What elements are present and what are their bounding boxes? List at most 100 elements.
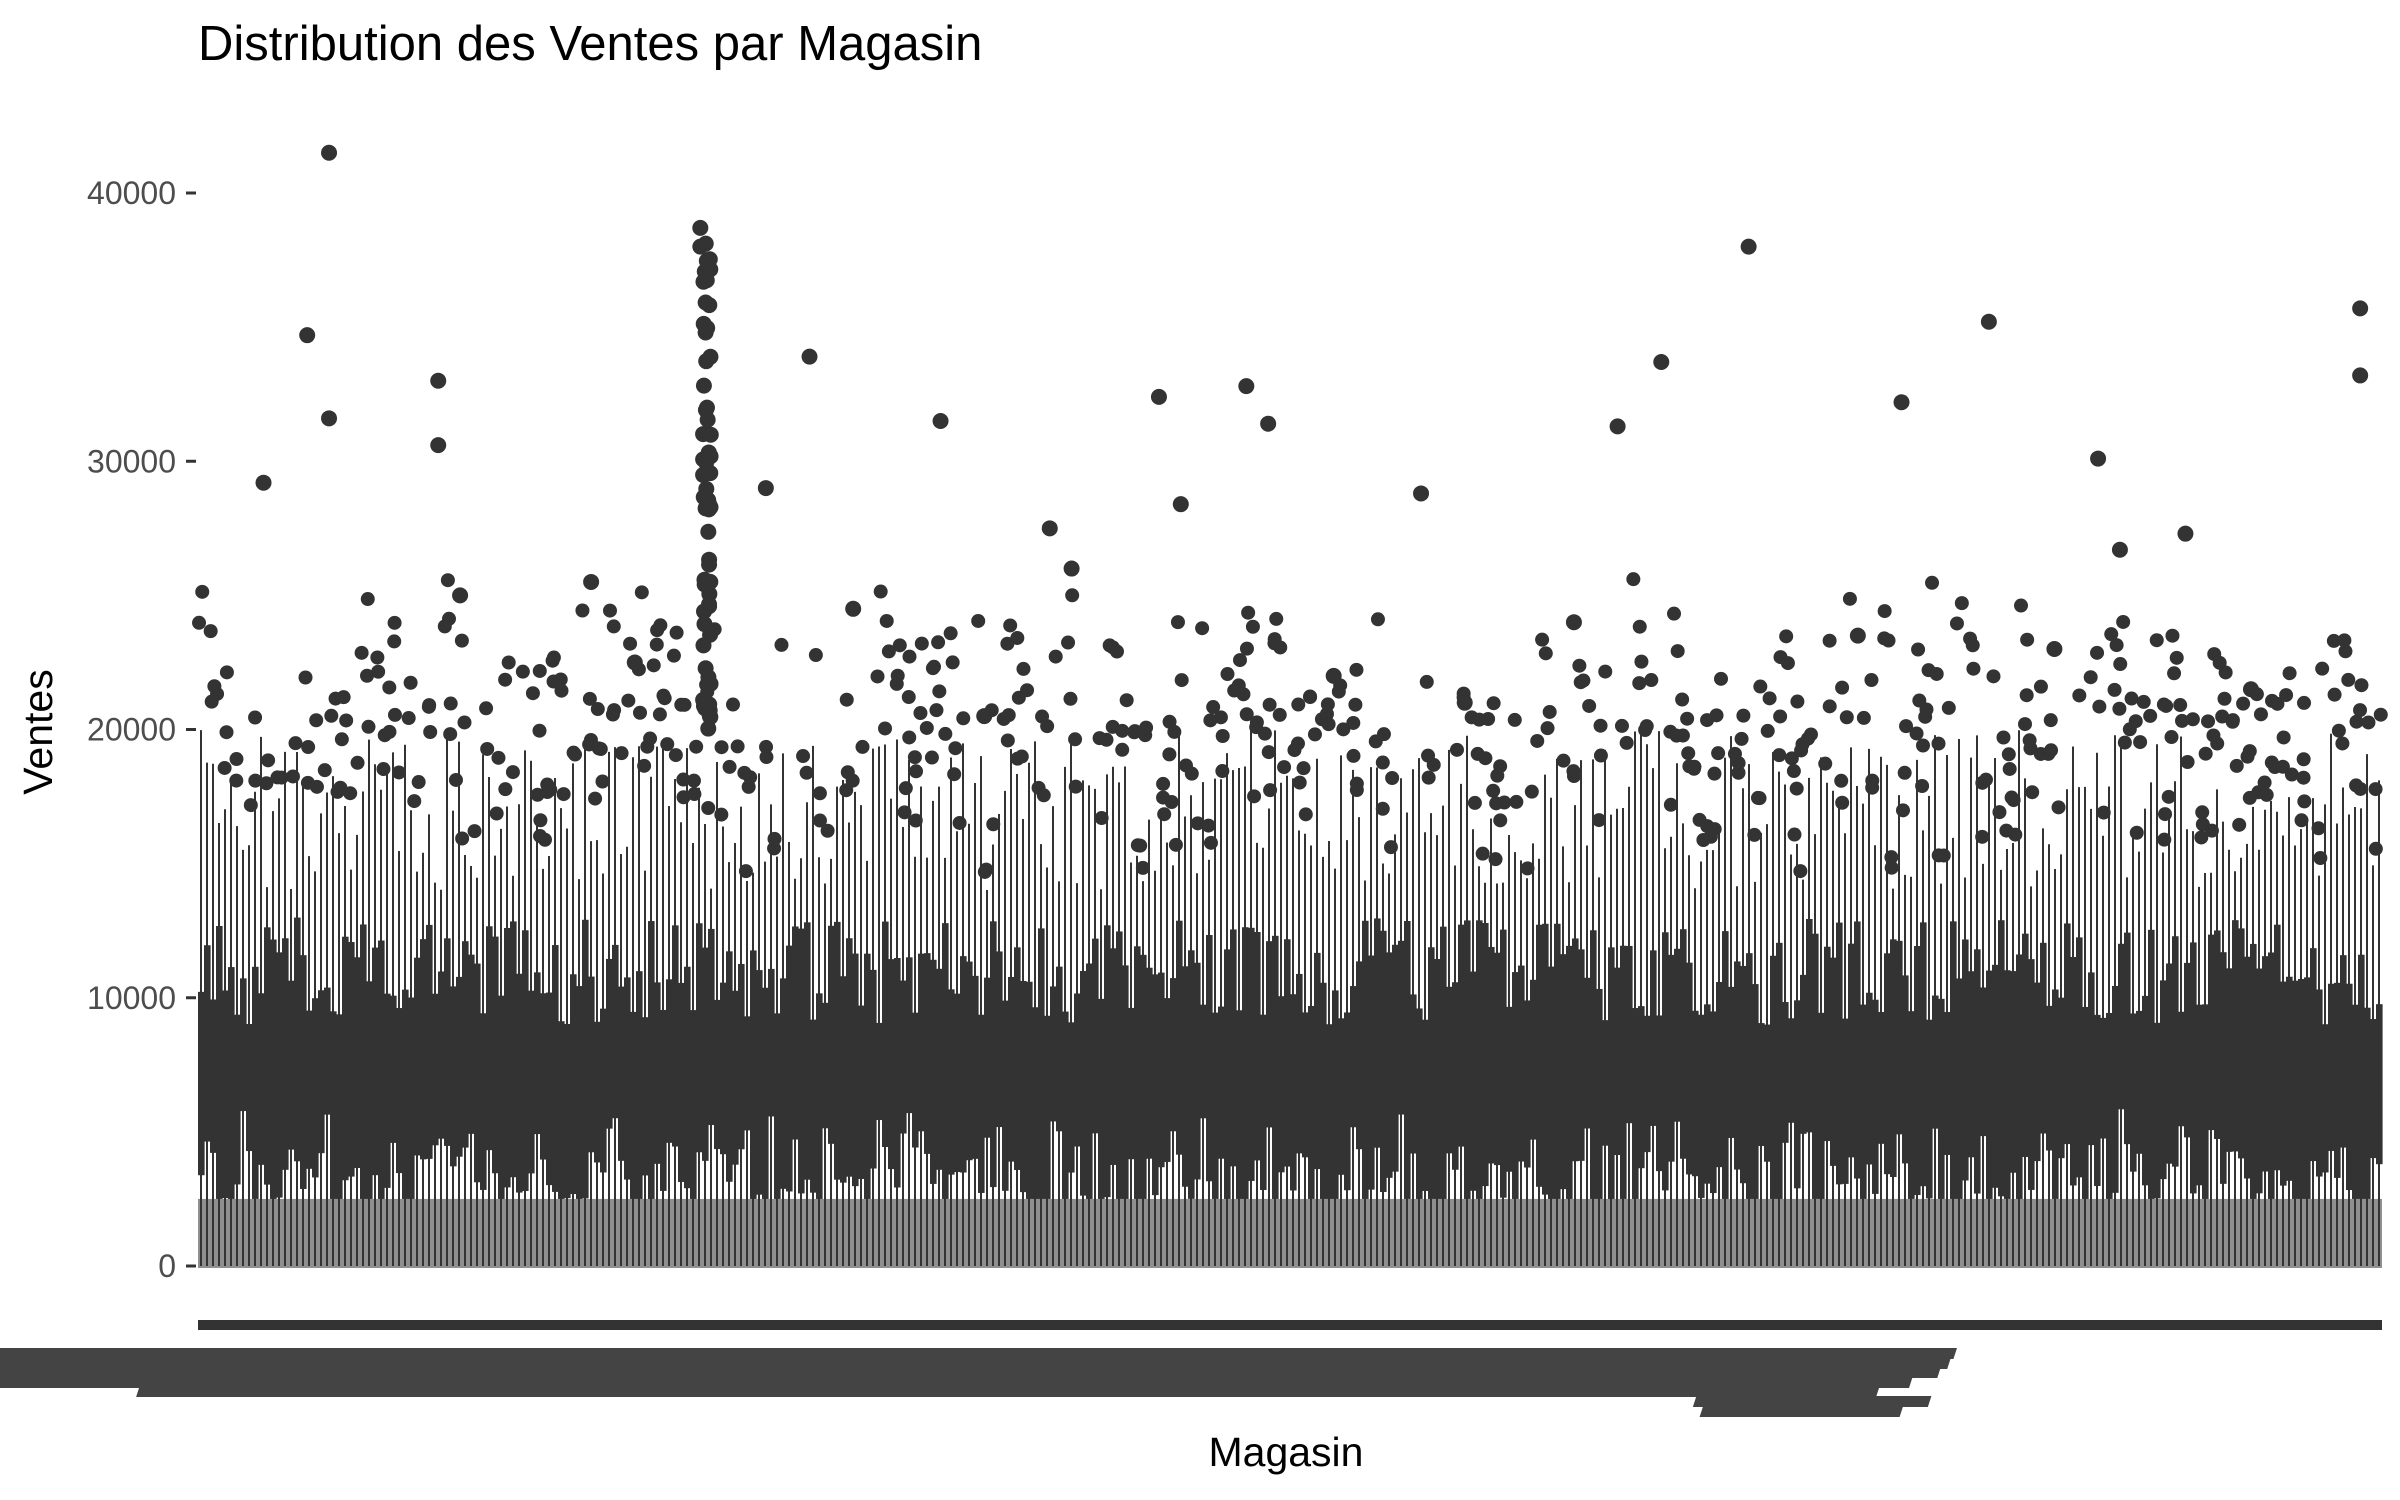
chart-title: Distribution des Ventes par Magasin	[198, 17, 982, 71]
box-116	[894, 958, 901, 1188]
outlier-26-0	[350, 755, 365, 770]
box-106	[834, 921, 841, 1180]
outlier-65-0	[582, 691, 597, 706]
box-259	[1752, 984, 1759, 1199]
outlier-341-2	[2242, 744, 2257, 759]
box-182	[1290, 994, 1297, 1191]
box-22	[330, 1011, 337, 1199]
outlier-239-0	[1626, 572, 1641, 587]
outlier-360-2	[2354, 678, 2369, 693]
box-204	[1422, 1019, 1429, 1191]
outlier-48-0	[479, 701, 494, 716]
dense-outlier-12	[702, 426, 719, 443]
outlier-58-2	[543, 782, 558, 797]
box-16	[294, 917, 301, 1162]
box-114	[882, 921, 889, 1147]
outlier-304-2	[2020, 632, 2035, 647]
outlier-261-0	[1762, 691, 1777, 706]
outlier-109-0	[845, 773, 860, 788]
outlier-170-1	[1215, 764, 1230, 779]
outlier-263-2	[1772, 748, 1787, 763]
outlier-154-2	[1115, 742, 1130, 757]
outlier-183-2	[1291, 697, 1306, 712]
outlier-67-0	[593, 742, 608, 757]
box-156	[1134, 946, 1141, 1199]
notable-outlier-17	[1609, 418, 1626, 435]
outlier-302-2	[2004, 790, 2019, 805]
box-296	[1974, 949, 1981, 1194]
box-345	[2268, 952, 2275, 1199]
outlier-278-0	[1864, 672, 1879, 687]
outlier-145-0	[1061, 635, 1076, 650]
outlier-225-0	[1542, 704, 1557, 719]
outlier-300-0	[1996, 730, 2011, 745]
outlier-215-0	[1486, 783, 1501, 798]
outlier-21-0	[317, 763, 332, 778]
box-121	[924, 953, 931, 1154]
outlier-323-0	[2129, 825, 2144, 840]
box-252	[1710, 1011, 1717, 1194]
outlier-97-0	[774, 637, 789, 652]
outlier-328-0	[2159, 698, 2174, 713]
box-86	[714, 999, 721, 1150]
outlier-351-0	[2297, 794, 2312, 809]
box-185	[1308, 1005, 1315, 1199]
outlier-33-0	[391, 765, 406, 780]
outlier-46-0	[467, 824, 482, 839]
outlier-316-0	[2090, 645, 2105, 660]
box-261	[1764, 1024, 1771, 1162]
dense-outlier-43	[702, 675, 719, 692]
outlier-168-0	[1201, 818, 1216, 833]
outlier-66-2	[590, 702, 605, 717]
box-24	[342, 936, 349, 1181]
box-306	[2034, 982, 2041, 1162]
outlier-162-2	[1164, 795, 1179, 810]
outlier-122-2	[927, 659, 942, 674]
box-95	[768, 968, 775, 1117]
box-360	[2358, 954, 2365, 1199]
outlier-103-1	[812, 813, 827, 828]
outlier-313-0	[2072, 688, 2087, 703]
outlier-80-0	[676, 790, 691, 805]
outlier-281-1	[1877, 631, 1892, 646]
box-331	[2184, 962, 2191, 1138]
notable-outlier-36	[2242, 681, 2259, 698]
outlier-297-2	[1978, 772, 1993, 787]
outlier-54-0	[515, 664, 530, 679]
outlier-94-1	[759, 750, 774, 765]
outlier-183-1	[1290, 736, 1305, 751]
outlier-336-1	[2207, 647, 2222, 662]
outlier-297-1	[1975, 829, 1990, 844]
outlier-256-1	[1727, 746, 1742, 761]
box-66	[594, 1021, 601, 1163]
box-85	[708, 928, 715, 1126]
outlier-273-0	[1834, 773, 1849, 788]
outlier-308-2	[2044, 743, 2059, 758]
box-194	[1362, 920, 1369, 1199]
box-192	[1350, 986, 1357, 1128]
box-169	[1212, 1012, 1219, 1199]
outlier-118-1	[902, 649, 917, 664]
outlier-83-0	[689, 739, 704, 754]
notable-outlier-29	[452, 587, 469, 604]
outlier-287-1	[1915, 738, 1930, 753]
outlier-327-0	[2158, 807, 2173, 822]
outlier-185-1	[1303, 690, 1318, 705]
outlier-170-0	[1213, 710, 1228, 725]
box-335	[2208, 934, 2215, 1131]
dense-outlier-41	[701, 598, 718, 615]
outlier-329-2	[2169, 650, 2184, 665]
outlier-328-1	[2164, 730, 2179, 745]
notable-outlier-16	[1260, 415, 1277, 432]
box-130	[978, 1014, 985, 1193]
outlier-167-0	[1195, 621, 1210, 636]
outlier-132-0	[986, 817, 1001, 832]
box-233	[1596, 988, 1603, 1199]
outlier-264-1	[1780, 656, 1795, 671]
outlier-326-0	[2149, 633, 2164, 648]
outlier-319-0	[2107, 682, 2122, 697]
box-310	[2058, 997, 2065, 1159]
outlier-274-1	[1839, 710, 1854, 725]
outlier-110-0	[855, 739, 870, 754]
box-270	[1818, 1012, 1825, 1199]
